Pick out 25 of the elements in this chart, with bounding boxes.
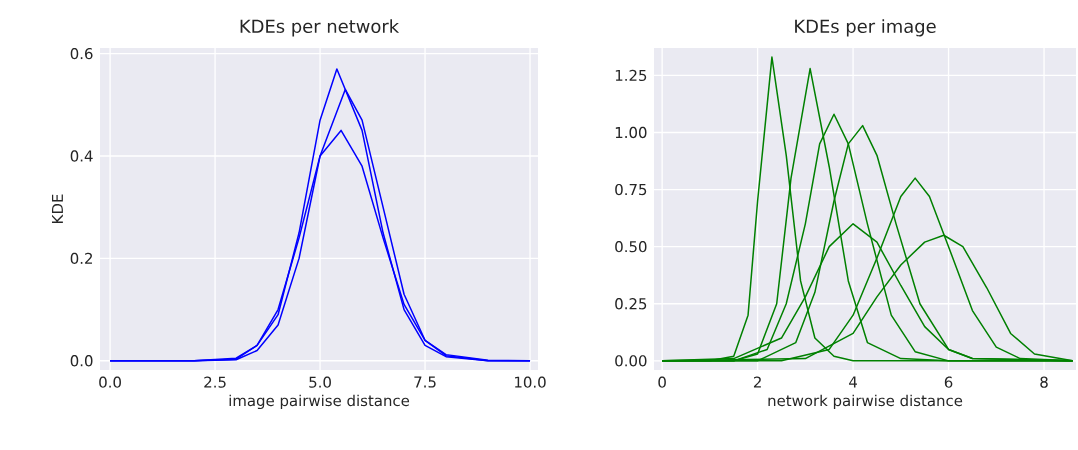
- y-tick-label: 0.00: [615, 355, 647, 367]
- y-tick-label: 0.50: [615, 241, 647, 253]
- y-tick-label: 0.0: [70, 355, 93, 367]
- x-tick-label: 5.0: [309, 376, 331, 388]
- x-tick-label: 4: [849, 376, 857, 388]
- y-tick-label: 0.6: [70, 47, 93, 60]
- x-tick-label: 6: [944, 376, 953, 388]
- y-tick-label: 0.75: [615, 183, 647, 196]
- chart-title: KDEs per network: [240, 19, 400, 37]
- x-tick-label: 7.5: [414, 376, 436, 388]
- x-tick-label: 0.0: [99, 376, 121, 388]
- x-tick-label: 0: [658, 376, 666, 388]
- x-tick-label: 2.5: [204, 376, 226, 388]
- y-axis-title: KDE: [51, 194, 63, 223]
- y-tick-label: 0.4: [70, 150, 93, 162]
- y-tick-label: 1.00: [615, 126, 647, 139]
- y-tick-label: 0.25: [615, 298, 647, 310]
- x-tick-label: 8: [1040, 376, 1048, 388]
- y-tick-label: 1.25: [615, 69, 647, 82]
- x-tick-label: 2: [753, 376, 761, 388]
- x-tick-label: 10.0: [515, 376, 546, 388]
- y-tick-label: 0.2: [70, 252, 92, 265]
- chart-title: KDEs per image: [795, 19, 936, 37]
- x-axis-title: network pairwise distance: [768, 394, 963, 410]
- x-axis-title: image pairwise distance: [229, 394, 410, 410]
